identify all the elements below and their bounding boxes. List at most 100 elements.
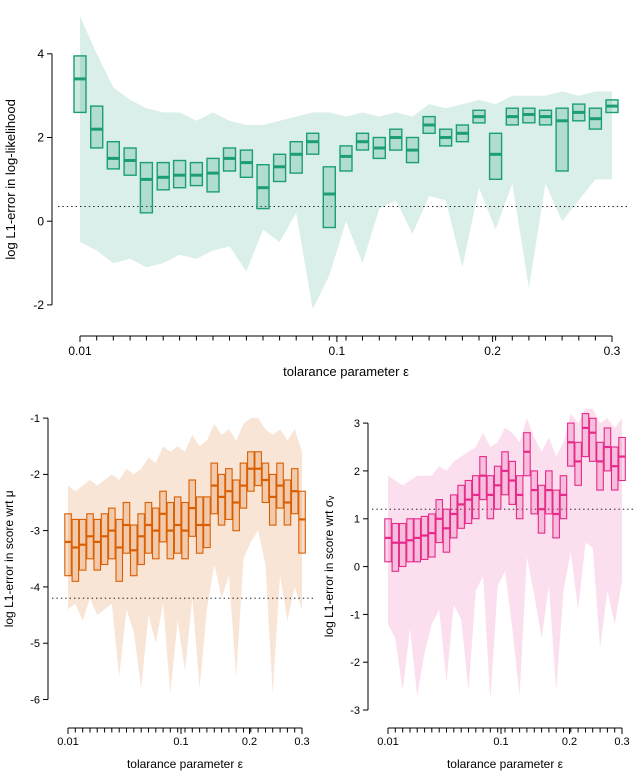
chart-score-sigma-v: 0.01 0.1 0.2 0.3 -3 -2 -1 0 1 2 3 tolarance paramet… (320, 392, 640, 784)
boxplot-box (206, 157, 220, 193)
y-tick-label: -2 (30, 469, 40, 481)
y-tick-label: 1 (354, 514, 360, 526)
boxplot-box (106, 140, 121, 170)
boxplot-series (73, 55, 619, 229)
bottom-charts-row: 0.01 0.1 0.2 0.3 -6 -5 -4 -3 -2 -1 tolarance param… (0, 392, 640, 784)
boxplot-box (247, 451, 255, 492)
y-tick-label: 2 (354, 466, 360, 478)
boxplot-box (384, 518, 392, 563)
x-tick-label: 0.1 (173, 736, 188, 748)
boxplot-box (289, 140, 303, 174)
boxplot-box (225, 468, 233, 520)
x-tick-label: 0.3 (614, 736, 629, 748)
y-tick-label: 3 (354, 418, 360, 430)
boxplot-box (151, 507, 160, 560)
x-tick-labels: 0.01 0.1 0.2 0.3 (57, 736, 309, 748)
y-tick-label: 0 (354, 561, 360, 573)
y-axis (47, 53, 53, 306)
x-axis (79, 335, 613, 342)
boxplot-box (464, 479, 473, 525)
boxplot-box (488, 132, 503, 181)
boxplot-box (530, 470, 539, 515)
boxplot-box (493, 465, 502, 510)
y-tick-labels: -3 -2 -1 0 1 2 3 (350, 418, 360, 717)
boxplot-box (122, 501, 131, 554)
x-axis (387, 727, 623, 734)
x-tick-label: 0.01 (68, 344, 92, 358)
y-axis (363, 422, 369, 711)
boxplot-box (144, 501, 153, 554)
y-tick-label: -1 (350, 609, 360, 621)
boxplot-series (64, 451, 306, 582)
boxplot-box (203, 496, 211, 549)
boxplot-box (567, 422, 575, 467)
boxplot-box (559, 475, 568, 520)
y-tick-label: -3 (350, 705, 360, 717)
boxplot-box (479, 456, 487, 501)
y-axis-title: log L1-error in score wrt μ (2, 490, 16, 627)
y-axis-title: log L1-error in log-likelihood (3, 99, 18, 259)
boxplot-box (71, 518, 80, 582)
boxplot-box (555, 107, 569, 172)
boxplot-box (64, 513, 72, 577)
boxplot-box (618, 436, 626, 482)
chart-log-likelihood: 0.01 0.1 0.2 0.3 -2 0 2 4 tolarance parameter ε l… (3, 16, 630, 379)
boxplot-box (89, 105, 104, 149)
boxplot-box (115, 518, 124, 582)
boxplot-box (108, 507, 116, 560)
boxplot-box (603, 427, 612, 472)
boxplot-box (398, 522, 407, 568)
confidence-band (80, 16, 612, 310)
boxplot-box (501, 451, 509, 496)
boxplot-box (137, 513, 145, 566)
chart-score-mu: 0.01 0.1 0.2 0.3 -6 -5 -4 -3 -2 -1 tolarance param… (0, 392, 320, 784)
boxplot-box (508, 460, 517, 505)
x-tick-label: 0.2 (484, 344, 501, 358)
boxplot-box (210, 462, 219, 515)
x-tick-label: 0.1 (493, 736, 508, 748)
boxplot-box (610, 446, 619, 491)
boxplot-box (322, 166, 336, 229)
boxplot-box (545, 470, 553, 515)
boxplot-box (139, 161, 154, 214)
boxplot-box (420, 515, 429, 560)
x-axis-title: tolarance parameter ε (127, 757, 244, 771)
boxplot-box (471, 475, 480, 520)
x-axis-title: tolarance parameter ε (283, 364, 409, 379)
x-tick-labels: 0.01 0.1 0.2 0.3 (68, 344, 620, 358)
y-tick-label: 0 (37, 214, 44, 228)
boxplot-box (457, 484, 465, 529)
y-tick-labels: -2 0 2 4 (33, 47, 44, 312)
y-tick-label: 2 (37, 131, 44, 145)
y-tick-label: -3 (30, 526, 40, 538)
y-tick-label: 4 (37, 47, 44, 61)
boxplot-box (486, 475, 495, 520)
x-tick-label: 0.3 (294, 736, 309, 748)
x-axis (67, 727, 303, 734)
boxplot-series (384, 413, 626, 572)
boxplot-box (588, 417, 597, 462)
boxplot-box (306, 132, 320, 155)
x-tick-label: 0.2 (242, 736, 257, 748)
y-axis (43, 417, 49, 700)
x-tick-label: 0.2 (562, 736, 577, 748)
boxplot-box (93, 518, 102, 571)
boxplot-box (261, 462, 270, 504)
confidence-band (68, 418, 302, 694)
boxplot-box (232, 479, 240, 532)
boxplot-box (100, 513, 109, 566)
chart-svg-log-likelihood: 0.01 0.1 0.2 0.3 -2 0 2 4 tolarance parameter ε l… (3, 16, 630, 379)
y-tick-label: -4 (30, 582, 40, 594)
boxplot-box (413, 518, 422, 563)
boxplot-box (596, 441, 604, 491)
boxplot-box (73, 55, 87, 114)
boxplot-box (435, 499, 444, 544)
boxplot-box (217, 473, 226, 526)
x-tick-label: 0.01 (377, 736, 398, 748)
x-tick-labels: 0.01 0.1 0.2 0.3 (377, 736, 629, 748)
x-tick-label: 0.1 (329, 344, 346, 358)
boxplot-box (159, 490, 167, 543)
y-tick-label: -1 (30, 413, 40, 425)
y-axis-title: log L1-error in score wrt σᵥ (322, 496, 336, 637)
